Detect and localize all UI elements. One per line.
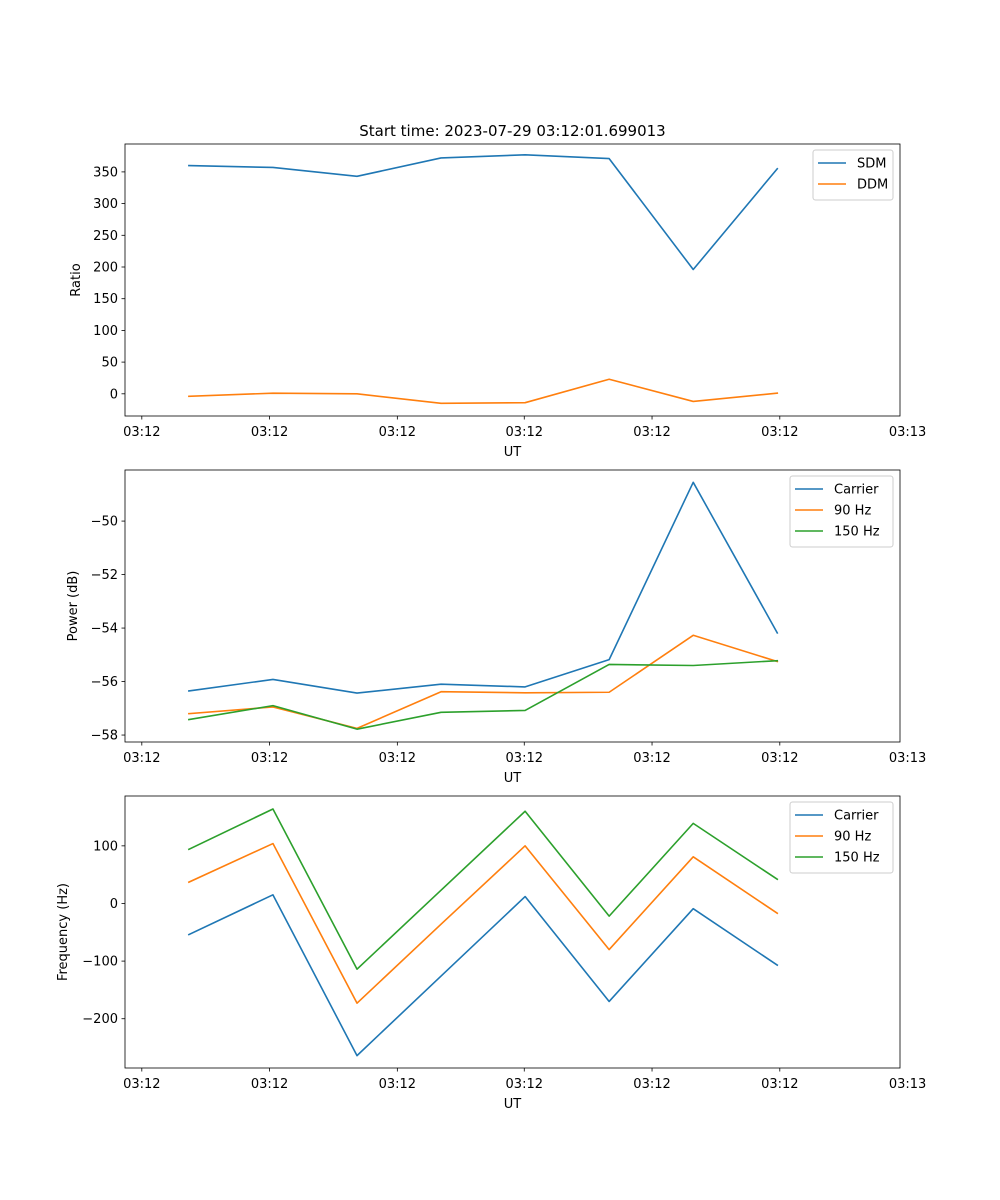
y-tick-label: −200 <box>82 1012 118 1027</box>
y-tick-label: −58 <box>91 729 118 744</box>
y-tick-label: −50 <box>91 515 118 530</box>
series-line-carrier <box>187 894 779 1057</box>
legend-box <box>789 475 894 548</box>
axes-frame <box>124 469 901 743</box>
x-tick-label: 03:12 <box>633 751 670 766</box>
chart-panel-2: 03:12 03:12 03:12 03:12 03:12 03:12 03:13−58−5… <box>66 469 926 786</box>
x-tick-label: 03:12 <box>506 1077 543 1092</box>
x-tick-label: 03:12 <box>761 1077 798 1092</box>
axes-frame <box>124 143 901 417</box>
legend-label: 90 Hz <box>834 504 871 519</box>
series-line-90-hz <box>188 634 779 730</box>
series-line-ddm <box>188 378 779 405</box>
chart-panel-1: 03:12 03:12 03:12 03:12 03:12 03:12 03:13 0 50 10… <box>69 143 926 460</box>
y-tick-label: 350 <box>93 165 118 180</box>
x-tick-label: 03:12 <box>761 425 798 440</box>
y-axis-label: Power (dB) <box>66 571 81 642</box>
legend-label: Carrier <box>834 809 879 824</box>
series-line-150-hz <box>187 808 779 970</box>
x-tick-label: 03:12 <box>251 425 288 440</box>
x-tick-label: 03:12 <box>251 1077 288 1092</box>
legend: Carrier 90 Hz 150 Hz <box>789 475 894 548</box>
x-tick-label: 03:12 <box>379 751 416 766</box>
y-tick-label: 150 <box>93 292 118 307</box>
x-axis-label: UT <box>504 771 522 786</box>
series-line-90-hz <box>187 842 779 1004</box>
x-tick-label: 03:12 <box>506 751 543 766</box>
y-tick-label: −54 <box>91 622 118 637</box>
x-axis-ticks: 03:12 03:12 03:12 03:12 03:12 03:12 03:13 <box>123 1068 926 1092</box>
y-tick-label: 200 <box>93 261 118 276</box>
x-tick-label: 03:13 <box>889 425 926 440</box>
x-tick-label: 03:13 <box>889 751 926 766</box>
series-line-150-hz <box>187 659 779 730</box>
legend-label: Carrier <box>834 483 879 498</box>
x-tick-label: 03:12 <box>123 1077 160 1092</box>
y-tick-label: 50 <box>101 356 118 371</box>
series-line-carrier <box>187 481 779 694</box>
y-tick-label: 0 <box>110 897 118 912</box>
y-tick-label: −100 <box>82 955 118 970</box>
legend-label: 90 Hz <box>834 830 871 845</box>
series-line-sdm <box>188 153 779 271</box>
legend-label: 150 Hz <box>834 525 880 540</box>
y-tick-label: 300 <box>93 197 118 212</box>
x-axis-ticks: 03:12 03:12 03:12 03:12 03:12 03:12 03:13 <box>123 742 926 766</box>
x-axis-label: UT <box>504 1097 522 1112</box>
x-tick-label: 03:12 <box>379 1077 416 1092</box>
y-axis-label: Ratio <box>69 263 84 296</box>
legend-label: 150 Hz <box>834 851 880 866</box>
plot-area <box>125 144 900 416</box>
x-tick-label: 03:12 <box>251 751 288 766</box>
x-tick-label: 03:12 <box>123 425 160 440</box>
plot-area <box>125 796 900 1068</box>
y-axis-ticks: −200 −100 0 100 <box>82 839 125 1027</box>
legend: Carrier 90 Hz 150 Hz <box>789 801 894 874</box>
x-axis-label: UT <box>504 445 522 460</box>
y-tick-label: 100 <box>93 839 118 854</box>
y-tick-label: 100 <box>93 324 118 339</box>
y-tick-label: −56 <box>91 675 118 690</box>
legend-label: SDM <box>857 157 886 172</box>
legend-box <box>789 801 894 874</box>
legend: SDM DDM <box>812 149 894 201</box>
chart-panel-3: 03:12 03:12 03:12 03:12 03:12 03:12 03:13−200−… <box>56 795 926 1112</box>
x-tick-label: 03:12 <box>506 425 543 440</box>
x-tick-label: 03:12 <box>379 425 416 440</box>
y-axis-ticks: −58 −56 −54 −52 −50 <box>91 515 125 744</box>
y-axis-label: Frequency (Hz) <box>56 883 71 981</box>
x-tick-label: 03:12 <box>633 425 670 440</box>
y-tick-label: 0 <box>110 387 118 402</box>
y-axis-ticks: 0 50 100 150 200 250 300 350 <box>93 165 125 402</box>
x-tick-label: 03:12 <box>633 1077 670 1092</box>
y-tick-label: 250 <box>93 229 118 244</box>
x-tick-label: 03:13 <box>889 1077 926 1092</box>
axes-frame <box>124 795 901 1069</box>
x-tick-label: 03:12 <box>123 751 160 766</box>
legend-label: DDM <box>857 178 888 193</box>
x-axis-ticks: 03:12 03:12 03:12 03:12 03:12 03:12 03:13 <box>123 416 926 440</box>
figure-title: Start time: 2023-07-29 03:12:01.699013 <box>359 122 665 140</box>
y-tick-label: −52 <box>91 568 118 583</box>
plot-area <box>125 470 900 742</box>
x-tick-label: 03:12 <box>761 751 798 766</box>
